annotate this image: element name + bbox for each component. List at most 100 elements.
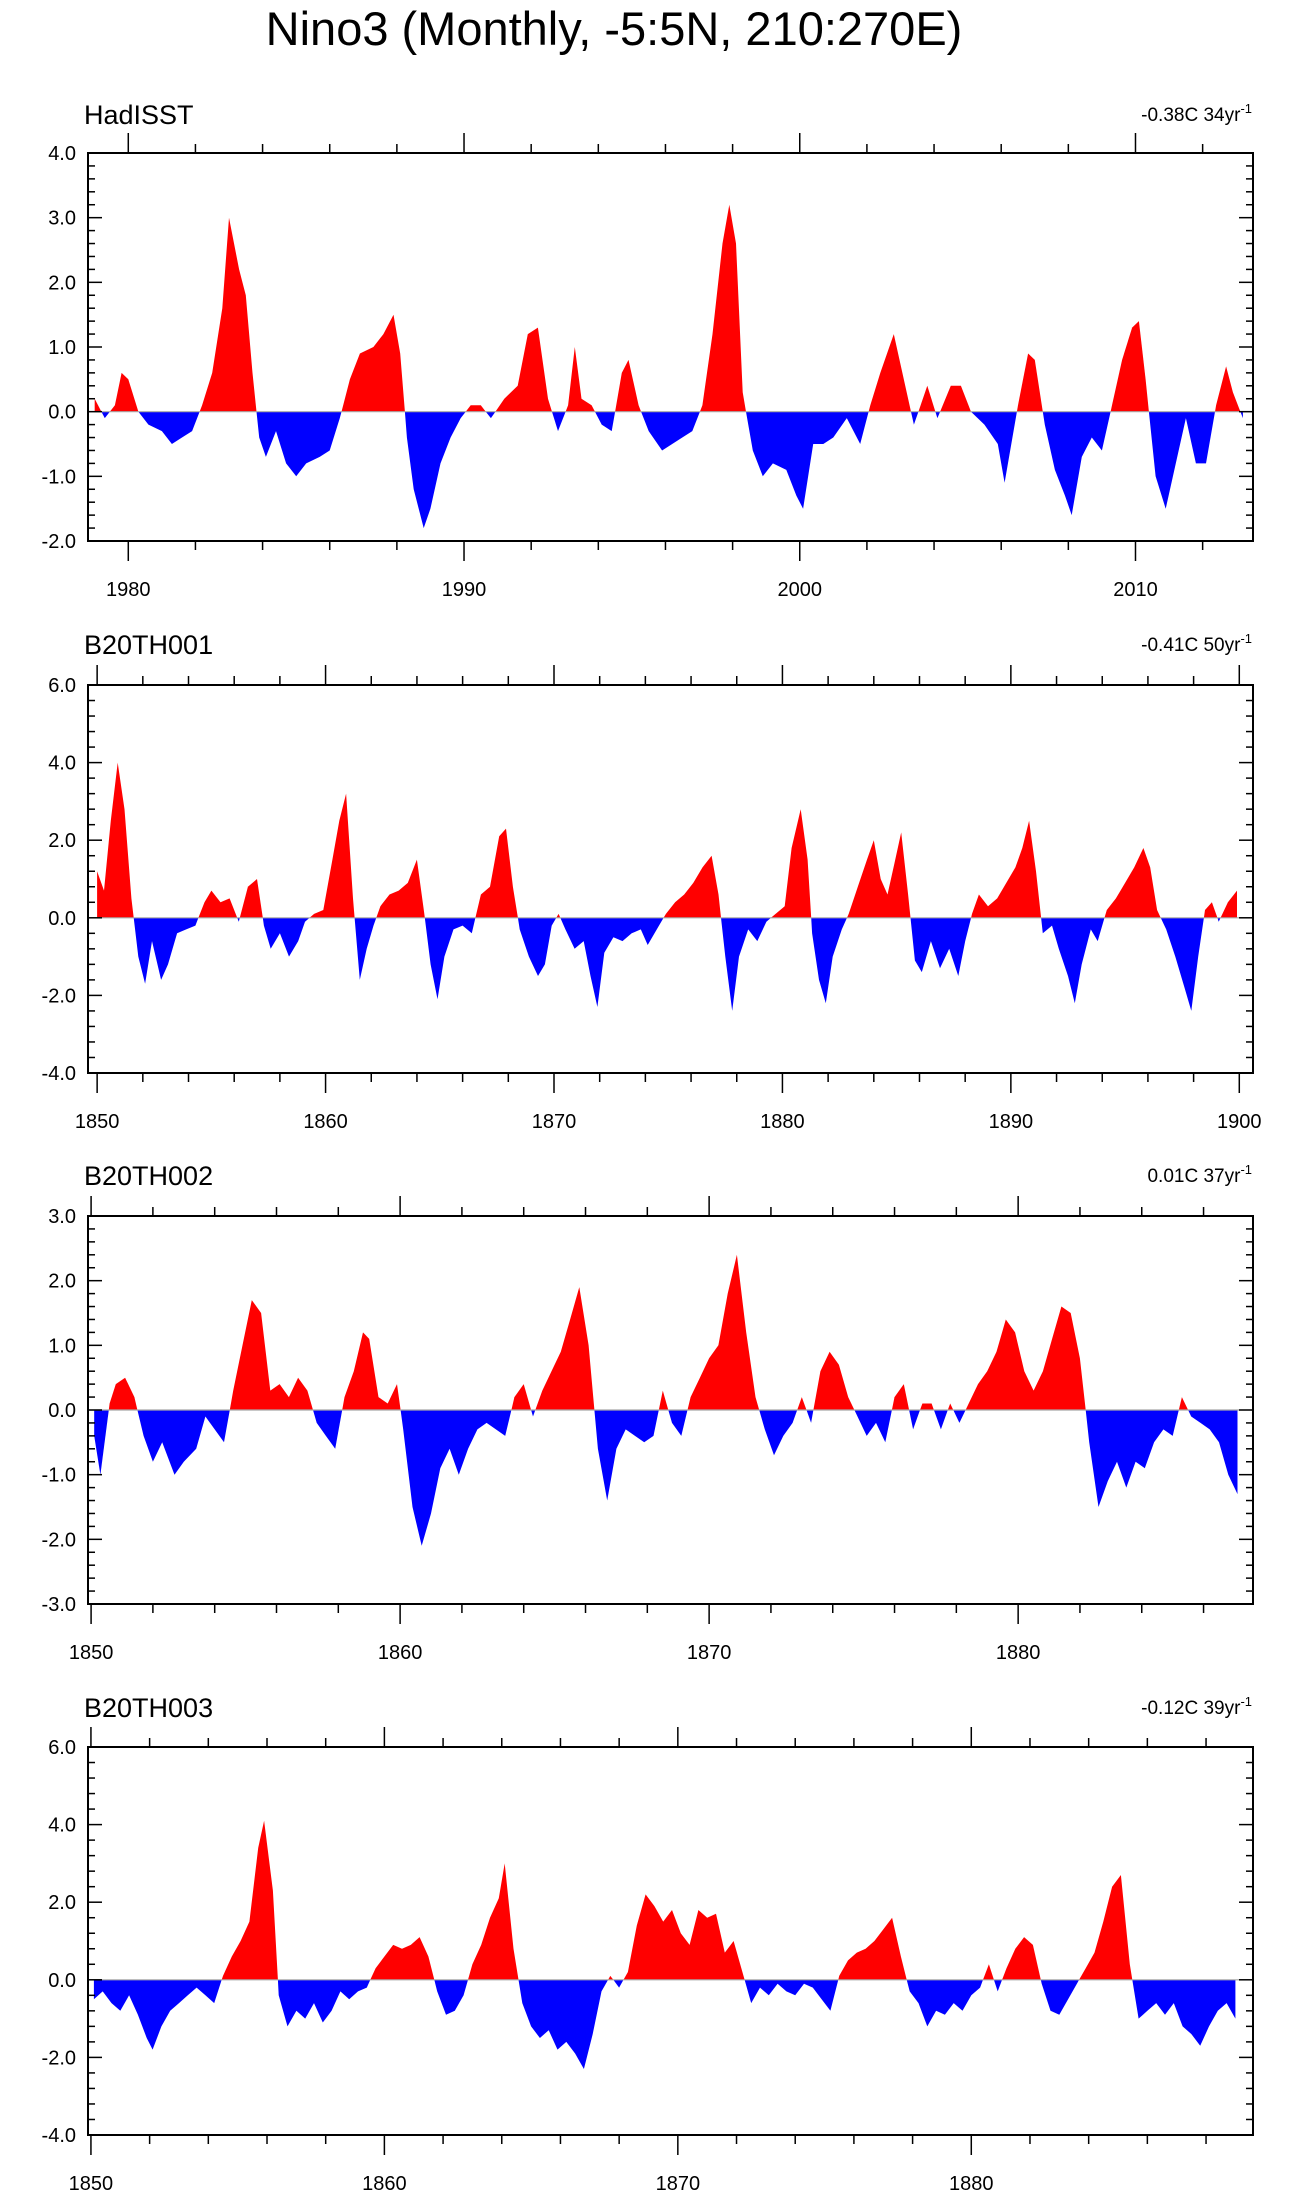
cold-anomaly-area [133, 917, 199, 984]
x-tick-label: 1870 [687, 1642, 732, 1664]
panel-trend-label: 0.01C 37yr-1 [1147, 1162, 1252, 1187]
y-tick-label: 0.0 [48, 1970, 76, 1992]
cold-anomaly-area [641, 411, 700, 451]
cold-anomaly-area [933, 1410, 948, 1430]
y-tick-label: 2.0 [48, 272, 76, 294]
panel-title: B20TH002 [84, 1161, 213, 1191]
x-tick-label: 1980 [106, 579, 151, 601]
warm-anomaly-area [940, 385, 971, 412]
cold-anomaly-area [854, 1410, 892, 1443]
warm-anomaly-area [1203, 902, 1218, 918]
cold-anomaly-area [744, 1979, 839, 2011]
y-tick-label: -1.0 [42, 466, 76, 488]
warm-anomaly-area [109, 372, 139, 412]
panel-trend-label: -0.12C 39yr-1 [1141, 1694, 1252, 1719]
cold-anomaly-area [953, 1410, 966, 1423]
x-tick-label: 1850 [69, 2173, 114, 2195]
y-tick-label: 0.0 [48, 402, 76, 424]
warm-anomaly-area [1215, 366, 1241, 412]
trend-text: -0.41C 50yr [1141, 635, 1241, 656]
warm-anomaly-area [838, 1917, 907, 1980]
y-tick-label: 6.0 [48, 1737, 76, 1759]
cold-anomaly-area [806, 1410, 814, 1423]
warm-anomaly-area [615, 359, 642, 412]
cold-anomaly-area [485, 411, 496, 419]
warm-anomaly-area [376, 859, 425, 918]
warm-anomaly-area [94, 398, 102, 412]
plot-frame [87, 152, 1254, 542]
warm-anomaly-area [341, 314, 405, 412]
cold-anomaly-area [434, 1979, 468, 2015]
warm-anomaly-area [687, 1254, 760, 1410]
trend-text: -0.12C 39yr [1141, 1698, 1241, 1719]
y-tick-label: -2.0 [42, 985, 76, 1007]
y-tick-label: 2.0 [48, 1271, 76, 1293]
trend-superscript: -1 [1240, 631, 1252, 646]
x-tick-label: 1860 [362, 2173, 407, 2195]
figure-title: Nino3 (Monthly, -5:5N, 210:270E) [266, 2, 963, 55]
cold-anomaly-area [759, 1410, 798, 1456]
warm-anomaly-area [465, 405, 486, 412]
cold-anomaly-area [400, 1410, 512, 1546]
warm-anomaly-area [663, 855, 721, 918]
warm-anomaly-area [565, 347, 595, 412]
cold-anomaly-area [1160, 917, 1204, 1011]
warm-anomaly-area [699, 204, 746, 412]
cold-anomaly-area [404, 411, 466, 529]
warm-anomaly-area [623, 1894, 745, 1980]
y-tick-label: -2.0 [42, 2047, 76, 2069]
warm-anomaly-area [556, 913, 561, 918]
panel-title: B20TH003 [84, 1693, 213, 1723]
y-tick-label: 4.0 [48, 143, 76, 165]
x-tick-label: 1880 [760, 1111, 805, 1133]
y-tick-label: 0.0 [48, 908, 76, 930]
y-tick-label: 4.0 [48, 1815, 76, 1837]
warm-anomaly-area [608, 1975, 614, 1980]
x-tick-label: 1860 [378, 1642, 423, 1664]
warm-anomaly-area [229, 1300, 313, 1410]
panel-b20th001: B20TH001 -0.41C 50yr-1 -4.0 -2.0 0.0 2.0 4.0… [42, 630, 1262, 1133]
cold-anomaly-area [811, 917, 847, 1004]
warm-anomaly-area [309, 793, 355, 918]
x-tick-label: 2000 [778, 579, 823, 601]
panel-title: HadISST [84, 100, 194, 130]
cold-anomaly-area [262, 917, 310, 957]
warm-anomaly-area [983, 1964, 994, 1980]
warm-anomaly-area [771, 809, 812, 918]
cold-anomaly-area [594, 1410, 659, 1501]
cold-anomaly-area [137, 1410, 230, 1475]
cold-anomaly-area [424, 917, 476, 1000]
plot-area: -3.0 -2.0 -1.0 0.0 1.0 2.0 3.0 1850 1860 1870 1880 [42, 1196, 1254, 1664]
warm-anomaly-area [1002, 1937, 1041, 1980]
x-tick-label: 1860 [303, 1111, 348, 1133]
cold-anomaly-area [552, 411, 566, 432]
cold-anomaly-area [1040, 1979, 1080, 2015]
warm-anomaly-area [221, 1820, 278, 1980]
y-tick-label: 1.0 [48, 1335, 76, 1357]
warm-anomaly-area [495, 327, 552, 412]
plot-area: -4.0 -2.0 0.0 2.0 4.0 6.0 1850 1860 1870 1880 1890… [42, 665, 1262, 1133]
warm-anomaly-area [868, 334, 911, 412]
warm-anomaly-area [947, 1403, 954, 1410]
warm-anomaly-area [468, 1863, 519, 1980]
warm-anomaly-area [891, 1384, 910, 1410]
warm-anomaly-area [199, 217, 257, 412]
cold-anomaly-area [1132, 1979, 1236, 2046]
cold-anomaly-area [935, 411, 941, 419]
cold-anomaly-area [1041, 917, 1105, 1004]
warm-anomaly-area [108, 1377, 138, 1410]
x-tick-label: 1990 [442, 579, 487, 601]
cold-anomaly-area [1042, 411, 1111, 516]
x-tick-label: 1850 [75, 1111, 120, 1133]
panel-title: B20TH001 [84, 630, 213, 660]
panel-trend-label: -0.41C 50yr-1 [1141, 631, 1252, 656]
cold-anomaly-area [1148, 411, 1215, 509]
warm-anomaly-area [971, 820, 1042, 918]
y-tick-label: 4.0 [48, 753, 76, 775]
y-tick-label: 3.0 [48, 208, 76, 230]
warm-anomaly-area [813, 1351, 855, 1410]
panel-trend-label: -0.38C 34yr-1 [1141, 101, 1252, 126]
y-tick-label: 2.0 [48, 1892, 76, 1914]
warm-anomaly-area [1016, 353, 1043, 412]
warm-anomaly-area [239, 879, 263, 918]
